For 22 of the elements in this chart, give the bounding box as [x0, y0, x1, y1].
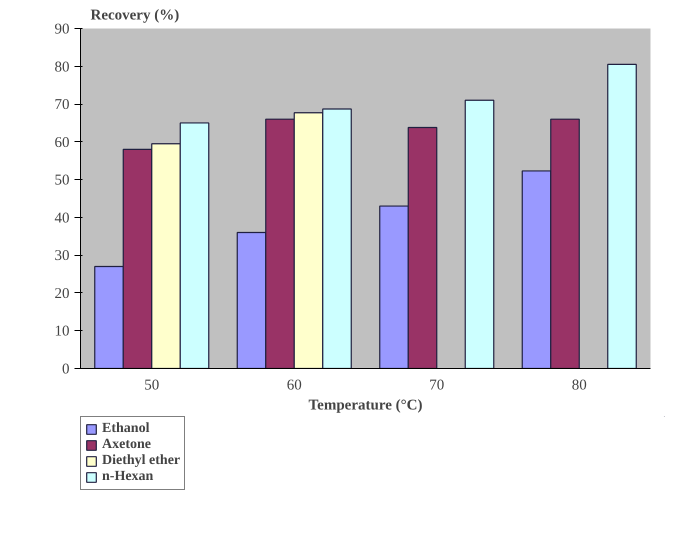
legend-label: Ethanol: [102, 421, 150, 437]
y-tick-label: 20: [54, 286, 70, 302]
x-tick-label: 50: [144, 378, 160, 394]
legend-label: n-Hexan: [102, 469, 154, 485]
y-tick-label: 50: [54, 172, 70, 189]
y-tick-label: 80: [54, 59, 70, 76]
y-tick-label: 30: [54, 248, 70, 264]
x-tick-label: 60: [286, 378, 302, 394]
y-tick-label: 40: [54, 210, 70, 226]
y-tick-label: 60: [54, 134, 70, 151]
legend-label: Axetone: [102, 437, 151, 453]
y-tick-label: 70: [54, 97, 70, 114]
y-tick-label: 10: [54, 324, 70, 340]
x-tick-label: 70: [429, 378, 444, 394]
bar: [607, 64, 637, 368]
x-tick-label: 80: [572, 378, 587, 394]
x-axis-title: Temperature (°C): [308, 398, 422, 414]
y-tick-label: 0: [62, 362, 70, 378]
legend-label: Diethyl ether: [102, 453, 180, 469]
y-axis-title: Recovery (%): [90, 8, 180, 24]
bar: [464, 100, 494, 368]
y-tick-label: 90: [54, 22, 70, 38]
